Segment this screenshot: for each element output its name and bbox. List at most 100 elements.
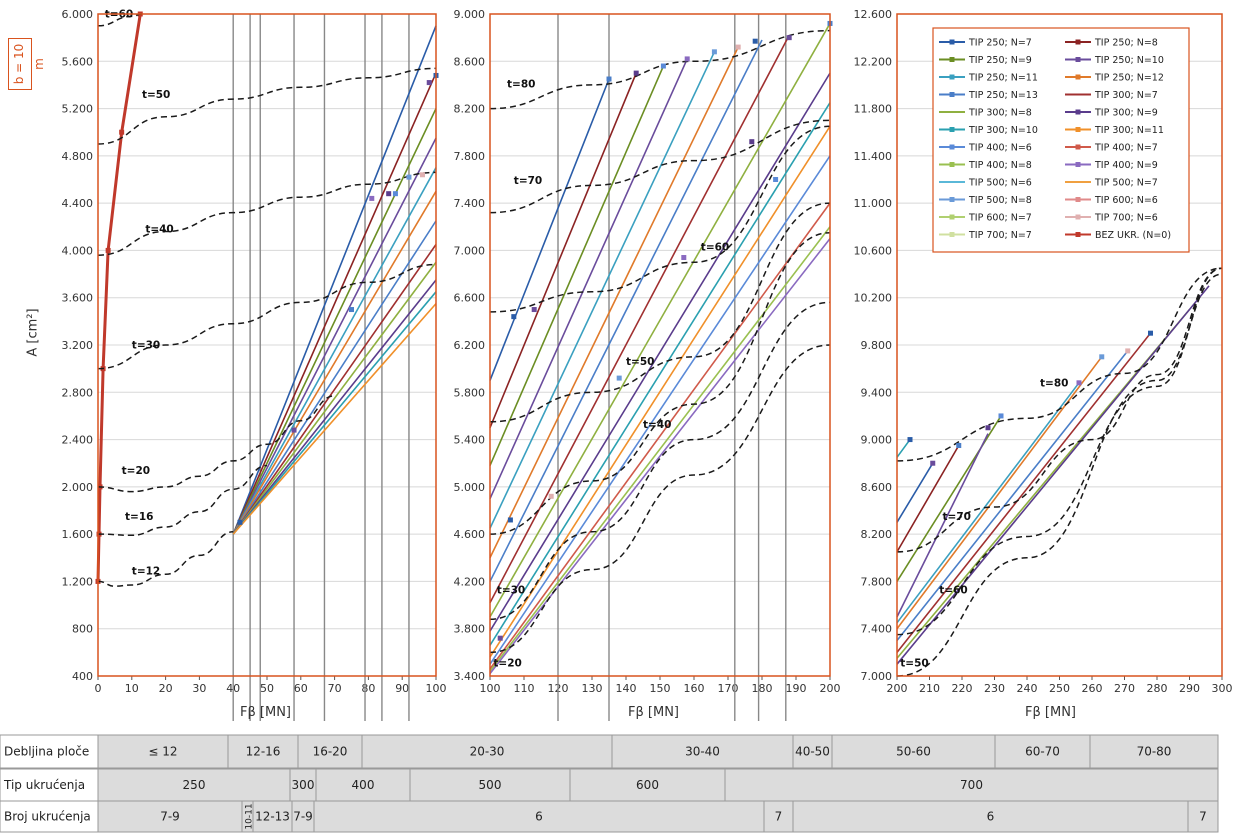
series-line (896, 445, 960, 553)
iso-curve-label: t=60 (939, 584, 967, 596)
iso-curve-label: t=16 (125, 511, 153, 523)
data-marker (349, 307, 354, 313)
table-cell-text: 12-13 (255, 810, 290, 824)
legend-entry-label: TIP 600; N=7 (968, 213, 1032, 224)
legend-swatch-marker (1075, 39, 1081, 45)
series-line (232, 25, 437, 535)
legend-entry-label: TIP 400; N=9 (1094, 160, 1158, 171)
iso-curve-t=20 (97, 395, 335, 493)
y-tick-label: 10.600 (854, 244, 893, 257)
legend-entry-label: TIP 250; N=11 (968, 73, 1038, 84)
table-cell (724, 768, 1219, 802)
iso-curve-t=60 (896, 267, 1223, 636)
table-cell-text: 300 (292, 778, 315, 792)
iso-curve-label: t=80 (1040, 377, 1068, 389)
y-tick-label: 7.000 (454, 244, 486, 257)
y-tick-label: 9.000 (861, 434, 893, 447)
x-tick-label: 260 (1082, 682, 1103, 695)
x-tick-label: 50 (260, 682, 274, 695)
y-tick-label: 7.400 (861, 623, 893, 636)
legend-entry-label: TIP 600; N=6 (1094, 195, 1158, 206)
table-cell (1187, 800, 1219, 833)
data-marker (1099, 354, 1105, 360)
y-tick-label: 5.200 (62, 103, 94, 116)
legend-entry-label: TIP 250; N=10 (1094, 55, 1164, 66)
y-tick-label: 6.600 (454, 292, 486, 305)
legend-entry-label: TIP 300; N=10 (968, 125, 1038, 136)
table-cell-text: 16-20 (313, 745, 348, 759)
plot-frame (489, 13, 831, 677)
table-cell-text: 6 (535, 810, 543, 824)
x-tick-label: 140 (616, 682, 637, 695)
iso-curve-label: t=60 (701, 241, 729, 253)
iso-curve-t=50 (896, 273, 1223, 677)
table-cell-text: 10-11 (245, 803, 255, 829)
data-marker (735, 44, 741, 50)
x-tick-label: 80 (361, 682, 375, 695)
y-tick-label: 9.800 (861, 339, 893, 352)
x-tick-label: 100 (426, 682, 447, 695)
y-tick-label: 5.400 (454, 434, 486, 447)
iso-curve-t=12 (97, 531, 234, 587)
iso-curve-t=16 (97, 464, 268, 537)
y-tick-label: 1.600 (62, 528, 94, 541)
table-cell-text: 7 (775, 810, 783, 824)
iso-curve-t=40 (489, 231, 831, 535)
y-tick-label: 5.800 (454, 386, 486, 399)
table-cell-text: 30-40 (685, 745, 720, 759)
iso-curve-label: t=40 (145, 224, 173, 236)
x-tick-label: 0 (95, 682, 102, 695)
data-marker (907, 437, 913, 443)
legend-entry-label: TIP 500; N=6 (968, 178, 1032, 189)
table-cell-text: 500 (479, 778, 502, 792)
x-axis-label-right: Fβ [MN] (1025, 705, 1076, 720)
table-cell (1089, 734, 1219, 769)
y-tick-label: 6.200 (454, 339, 486, 352)
legend-swatch-marker (949, 214, 955, 220)
legend-entry-label: TIP 300; N=8 (968, 108, 1032, 119)
y-tick-label: 9.000 (454, 8, 486, 21)
series-line (896, 382, 1080, 624)
series-line (232, 190, 437, 535)
table-cell (611, 734, 794, 769)
series-line (896, 439, 911, 458)
panel-middle: 3.400 3.800 4.200 4.600 5.000 5.400 5.800 6.200… (454, 8, 841, 721)
table-cell (831, 734, 996, 769)
y-tick-label: 8.200 (454, 103, 486, 116)
data-marker (426, 80, 432, 86)
data-marker (786, 35, 792, 41)
legend-swatch-marker (949, 232, 955, 237)
data-marker (616, 375, 622, 381)
plot-frame (896, 13, 1223, 677)
legend-entry-label: TIP 400; N=7 (1094, 143, 1158, 154)
x-tick-label: 230 (984, 682, 1005, 695)
table-cell-text: 600 (636, 778, 659, 792)
iso-curve-label: t=50 (142, 89, 170, 101)
data-marker (1148, 330, 1153, 336)
iso-curve-t=30 (489, 301, 831, 621)
bez-ukr-marker (119, 129, 125, 135)
data-marker (773, 177, 779, 182)
data-marker (386, 191, 392, 197)
x-tick-label: 30 (192, 682, 206, 695)
table-cell (97, 800, 243, 833)
y-tick-label: 6.000 (62, 8, 94, 21)
data-marker (419, 172, 425, 178)
x-tick-label: 60 (294, 682, 308, 695)
legend-swatch-marker (1075, 57, 1081, 62)
table-cell (297, 734, 363, 769)
y-tick-label: 400 (72, 670, 93, 683)
table-cell-text: 250 (183, 778, 206, 792)
table-cell-text: 400 (352, 778, 375, 792)
table-cell (313, 800, 765, 833)
series-line (489, 23, 831, 618)
iso-curve-label: t=12 (132, 565, 160, 577)
table-cell (792, 734, 833, 769)
data-marker (1076, 380, 1082, 386)
x-tick-label: 270 (1114, 682, 1135, 695)
table-cell (315, 768, 411, 802)
iso-curve-t=70 (896, 267, 1223, 553)
data-marker (749, 139, 755, 145)
series-line (232, 167, 437, 535)
